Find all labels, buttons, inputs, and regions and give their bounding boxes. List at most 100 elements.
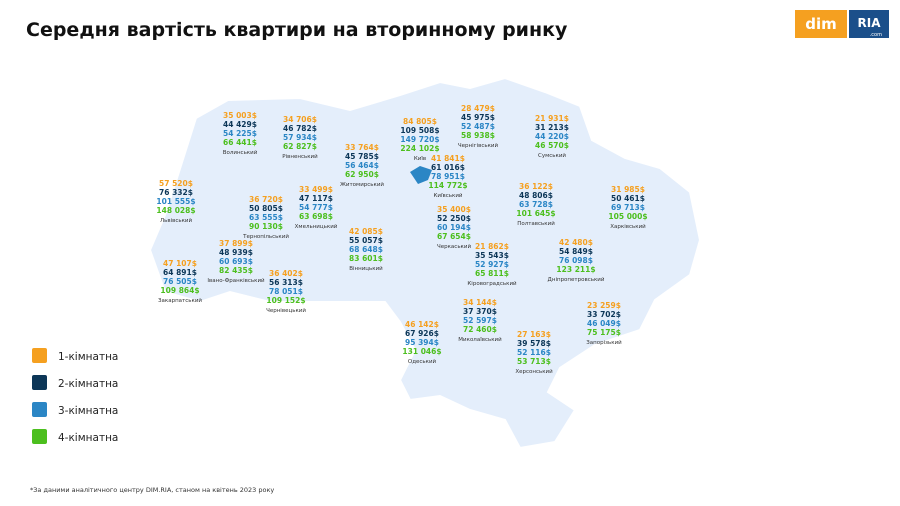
legend-label: 2-кімнатна [58,378,118,390]
region-value: 149 720$ [400,135,439,144]
region-value: 64 891$ [163,268,197,277]
region-value: 48 806$ [519,191,553,200]
region-value: 84 805$ [403,117,437,126]
region-value: 33 499$ [299,185,333,194]
region-name: Харківський [610,223,646,230]
country-shape [148,76,702,450]
region-value: 63 698$ [299,212,333,221]
region-value: 47 107$ [163,259,197,268]
region-value: 37 899$ [219,239,253,248]
region-name: Дніпропетровський [548,276,605,283]
region-value: 47 117$ [299,194,333,203]
region-name: Рівненський [282,153,318,160]
region-name: Миколаївський [458,336,502,343]
region-name: Чернівецький [266,307,306,314]
region-value: 52 927$ [475,260,509,269]
region-name: Київ [414,156,426,162]
logo-ria: RIA [858,16,882,30]
region-name: Львівський [160,217,193,224]
region-name: Херсонський [515,368,553,375]
region-value: 90 130$ [249,222,283,231]
footnote: *За даними аналітичного центру DIM.RIA, … [30,486,274,494]
region-value: 76 098$ [559,256,593,265]
region-value: 52 250$ [437,214,471,223]
title: Середня вартість квартири на вторинному … [26,19,568,41]
region-value: 58 938$ [461,131,495,140]
region-value: 52 487$ [461,122,495,131]
region-value: 34 706$ [283,115,317,124]
region-value: 65 811$ [475,269,509,278]
region-value: 83 601$ [349,254,383,263]
region-value: 21 862$ [475,242,509,251]
logo-suffix: .com [870,32,882,38]
region-value: 76 505$ [163,277,197,286]
region-value: 78 951$ [431,172,465,181]
region-name: Київський [434,192,463,199]
region-value: 67 654$ [437,232,471,241]
region-value: 54 225$ [223,129,257,138]
region-value: 95 394$ [405,338,439,347]
region-value: 54 777$ [299,203,333,212]
region-name: Полтавський [517,220,555,227]
region-name: Вінницький [349,265,383,272]
region-value: 52 597$ [463,316,497,325]
region-value: 53 713$ [517,357,551,366]
region-name: Волинський [223,149,258,156]
region-value: 63 728$ [519,200,553,209]
region-name: Сумський [538,152,566,159]
legend-swatch [32,375,47,390]
legend-label: 3-кімнатна [58,405,118,417]
logo-left-bg [795,10,847,38]
legend-label: 1-кімнатна [58,351,118,363]
region-value: 101 555$ [156,197,195,206]
region-name: Житомирський [340,181,384,188]
region-value: 21 931$ [535,114,569,123]
region-value: 57 934$ [283,133,317,142]
logo-right-bg [849,10,889,38]
region-value: 34 144$ [463,298,497,307]
legend-swatch [32,348,47,363]
region-value: 52 116$ [517,348,551,357]
region-name: Одеський [408,358,437,365]
region-value: 57 520$ [159,179,193,188]
region-value: 23 259$ [587,301,621,310]
region-value: 66 441$ [223,138,257,147]
region-value: 46 142$ [405,320,439,329]
region-value: 60 693$ [219,257,253,266]
region-name: Івано-Франківський [207,277,265,284]
region-value: 109 152$ [266,296,305,305]
region-value: 109 508$ [400,126,439,135]
region-value: 63 555$ [249,213,283,222]
region-value: 45 785$ [345,152,379,161]
region-value: 42 480$ [559,238,593,247]
region-value: 36 720$ [249,195,283,204]
region-value: 44 220$ [535,132,569,141]
region-value: 76 332$ [159,188,193,197]
region-value: 68 648$ [349,245,383,254]
region-value: 148 028$ [156,206,195,215]
region-value: 82 435$ [219,266,253,275]
region-value: 44 429$ [223,120,257,129]
region-value: 50 461$ [611,194,645,203]
region-name: Кіровоградський [467,280,517,287]
region-value: 78 051$ [269,287,303,296]
legend-swatch [32,402,47,417]
region-value: 56 313$ [269,278,303,287]
region-value: 45 975$ [461,113,495,122]
region-value: 62 950$ [345,170,379,179]
region-value: 37 370$ [463,307,497,316]
region-value: 50 805$ [249,204,283,213]
region-value: 28 479$ [461,104,495,113]
region-value: 105 000$ [608,212,647,221]
region-value: 31 985$ [611,185,645,194]
kyiv-shape [410,166,432,184]
region-value: 35 400$ [437,205,471,214]
region-value: 48 939$ [219,248,253,257]
region-name: Запорізький [586,339,622,346]
region-name: Хмельницький [295,223,338,230]
region-name: Черкаський [437,243,471,250]
region-value: 69 713$ [611,203,645,212]
region-value: 36 402$ [269,269,303,278]
region-value: 31 213$ [535,123,569,132]
region-value: 60 194$ [437,223,471,232]
